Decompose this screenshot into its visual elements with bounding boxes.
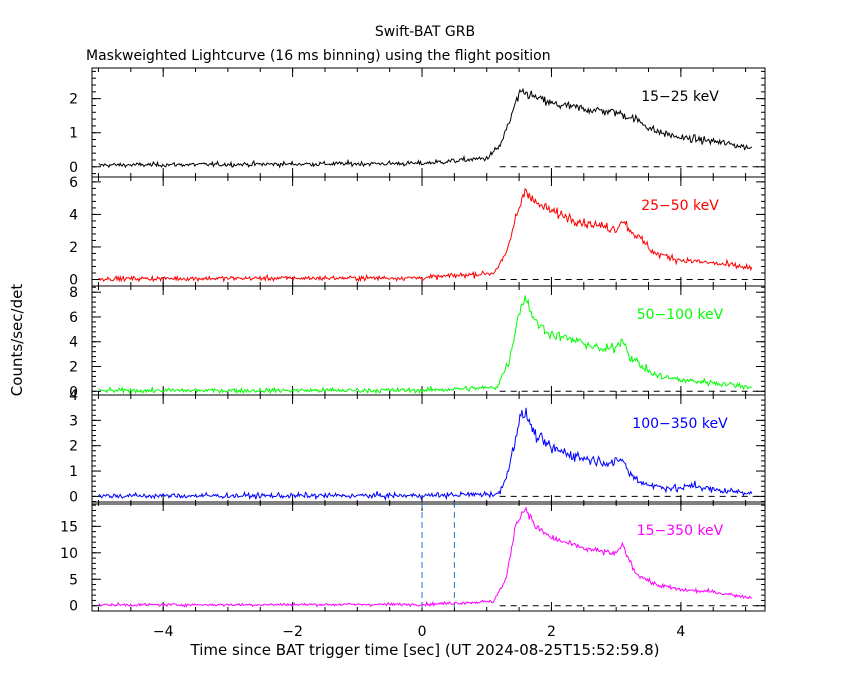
y-axis-label: Counts/sec/det — [8, 284, 26, 397]
panel-frame — [91, 501, 766, 612]
x-tick-label: 0 — [418, 624, 427, 640]
panel-2: 0 2 4 6 25−50 keV — [69, 175, 766, 288]
y-tick-label: 4 — [69, 335, 78, 351]
x-tick-label: −4 — [153, 624, 174, 640]
y-tick-label: 0 — [69, 599, 78, 615]
y-tick-label: 2 — [69, 439, 78, 455]
y-tick-label: 5 — [69, 572, 78, 588]
x-tick-label: 4 — [676, 624, 685, 640]
series-label: 25−50 keV — [641, 198, 719, 214]
y-tick-label: 4 — [69, 388, 78, 404]
series-label: 15−25 keV — [641, 89, 719, 105]
panel-3: 0 2 4 6 8 50−100 keV — [69, 285, 766, 400]
panel-1: 0 1 2 15−25 keV — [69, 67, 766, 178]
series-line — [98, 295, 753, 395]
series-label: 15−350 keV — [637, 523, 724, 539]
panel-frame — [91, 176, 766, 287]
series-label: 50−100 keV — [637, 307, 724, 323]
series-line — [98, 87, 753, 169]
y-tick-label: 1 — [69, 464, 78, 480]
panel-4: 0 1 2 3 4 100−350 keV — [69, 388, 766, 505]
y-tick-label: 3 — [69, 413, 78, 429]
y-tick-label: 4 — [69, 207, 78, 223]
series-line — [98, 407, 753, 502]
series-line — [98, 506, 753, 608]
x-tick-label: −2 — [282, 624, 303, 640]
panel-frame — [91, 67, 766, 178]
x-axis-label: Time since BAT trigger time [sec] (UT 20… — [190, 641, 660, 659]
panel-5: 0 5 10 15 15−350 keV −4 −2 0 2 4 — [60, 501, 766, 640]
panels: 0 1 2 15−25 keV 0 2 4 6 25−50 keV 0 2 4 6 8 50−100 keV… — [60, 67, 766, 640]
y-tick-label: 2 — [69, 92, 78, 108]
x-tick-label: 2 — [547, 624, 556, 640]
y-tick-label: 15 — [60, 519, 78, 535]
y-tick-label: 0 — [69, 160, 78, 176]
y-tick-label: 6 — [69, 175, 78, 191]
y-tick-label: 2 — [69, 240, 78, 256]
panel-frame — [91, 394, 766, 505]
y-tick-label: 0 — [69, 384, 78, 400]
y-tick-label: 10 — [60, 546, 78, 562]
series-line — [98, 187, 753, 283]
y-tick-label: 6 — [69, 310, 78, 326]
y-tick-label: 8 — [69, 285, 78, 301]
y-tick-label: 2 — [69, 360, 78, 376]
chart-title: Swift-BAT GRB — [375, 24, 475, 40]
y-tick-label: 0 — [69, 489, 78, 505]
chart-subtitle: Maskweighted Lightcurve (16 ms binning) … — [86, 48, 551, 64]
panel-frame — [91, 285, 766, 396]
y-tick-label: 1 — [69, 126, 78, 142]
y-tick-label: 0 — [69, 272, 78, 288]
series-label: 100−350 keV — [632, 416, 728, 432]
